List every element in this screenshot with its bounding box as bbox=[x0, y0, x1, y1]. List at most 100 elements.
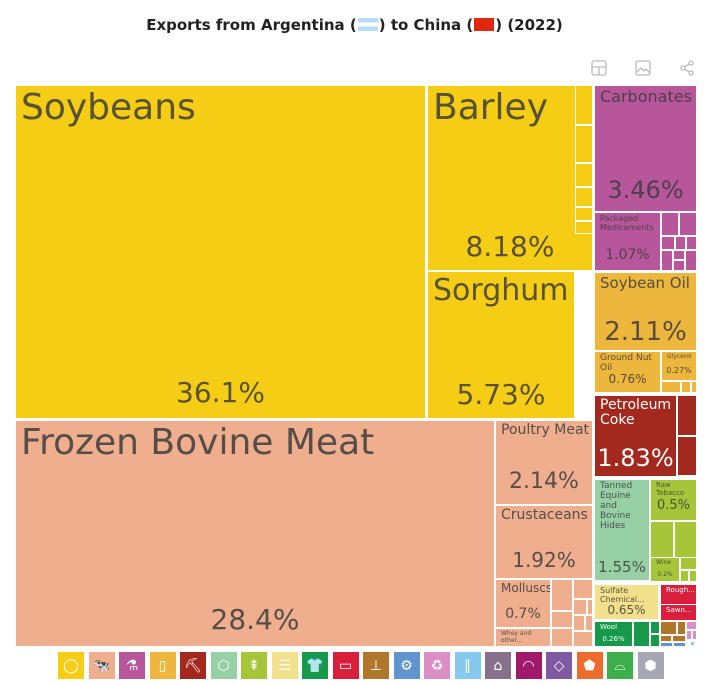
gear-icon[interactable]: ⚙ bbox=[393, 652, 420, 679]
tile-minor-product[interactable] bbox=[650, 634, 660, 647]
tile-value: 5.73% bbox=[456, 378, 546, 411]
tile-minor-product[interactable] bbox=[575, 187, 593, 207]
tile-sulfate-chemical[interactable]: Sulfate Chemical... 0.65% bbox=[594, 584, 659, 620]
tile-minor-product[interactable] bbox=[661, 250, 673, 271]
tile-soybeans[interactable]: Soybeans 36.1% bbox=[15, 85, 426, 419]
tile-poultry-meat[interactable]: Poultry Meat 2.14% bbox=[495, 420, 593, 505]
tile-minor-product[interactable] bbox=[690, 641, 695, 646]
tile-minor-product[interactable] bbox=[551, 579, 573, 611]
tile-minor-product[interactable] bbox=[661, 381, 681, 393]
tile-minor-product[interactable] bbox=[681, 381, 691, 393]
hide-icon[interactable]: ⬡ bbox=[210, 652, 237, 679]
tile-minor-product[interactable] bbox=[675, 236, 686, 250]
tile-minor-product[interactable] bbox=[691, 381, 697, 393]
tile-minor-product[interactable] bbox=[686, 630, 692, 640]
recycle-icon[interactable]: ♻ bbox=[424, 652, 450, 679]
tile-minor-product[interactable] bbox=[677, 621, 686, 635]
tile-minor-product[interactable] bbox=[686, 236, 697, 250]
tile-minor-product[interactable] bbox=[672, 635, 686, 642]
table-icon[interactable] bbox=[591, 60, 607, 76]
tile-minor-product[interactable] bbox=[689, 570, 697, 582]
plastic-icon[interactable]: ▭ bbox=[332, 652, 359, 679]
tile-minor-product[interactable] bbox=[660, 621, 677, 635]
tile-minor-product[interactable] bbox=[685, 250, 697, 271]
tile-minor-product[interactable] bbox=[661, 212, 679, 236]
fruit-icon[interactable]: ◯ bbox=[58, 652, 84, 679]
tile-minor-product[interactable] bbox=[677, 436, 697, 476]
tile-packaged-medicaments[interactable]: Packaged Medicaments 1.07% bbox=[594, 212, 661, 271]
tile-tanned-equine-and-bovine-hides[interactable]: Tanned Equine and Bovine Hides 1.55% bbox=[594, 479, 650, 581]
tile-minor-product[interactable] bbox=[674, 521, 697, 558]
pickaxe-icon[interactable]: ⛏ bbox=[180, 652, 206, 679]
shirt-icon[interactable]: 👕 bbox=[302, 652, 328, 679]
tile-minor-product[interactable] bbox=[573, 631, 593, 647]
anvil-icon[interactable]: ⊥ bbox=[363, 652, 389, 679]
tile-minor-product[interactable] bbox=[673, 260, 685, 271]
stone-icon[interactable]: ⬟ bbox=[576, 652, 603, 679]
tile-minor-product[interactable] bbox=[650, 521, 674, 558]
tile-molluscs[interactable]: Molluscs 0.7% bbox=[495, 579, 551, 628]
tile-label: Sorghum bbox=[433, 273, 569, 308]
tile-minor-product[interactable] bbox=[575, 125, 593, 163]
tile-minor-product[interactable] bbox=[575, 207, 593, 221]
easel-icon[interactable]: ⌂ bbox=[485, 652, 511, 679]
tile-wool[interactable]: Wool 0.26% bbox=[594, 621, 633, 647]
tile-raw-tobacco[interactable]: Raw Tobacco 0.5% bbox=[650, 479, 697, 521]
tile-minor-product[interactable] bbox=[660, 635, 672, 642]
tile-label: Wool bbox=[600, 623, 618, 631]
jar-icon[interactable]: ▯ bbox=[149, 652, 176, 679]
tile-rough[interactable]: Rough... bbox=[660, 584, 697, 605]
tile-minor-product[interactable] bbox=[575, 85, 593, 125]
tile-frozen-bovine-meat[interactable]: Frozen Bovine Meat 28.4% bbox=[15, 420, 495, 647]
tile-minor-product[interactable] bbox=[551, 628, 573, 647]
tile-minor-product[interactable] bbox=[686, 621, 697, 630]
paper-icon[interactable]: ☰ bbox=[271, 652, 298, 679]
tile-sorghum[interactable]: Sorghum 5.73% bbox=[427, 271, 575, 419]
image-icon[interactable] bbox=[635, 60, 651, 76]
tile-minor-product[interactable] bbox=[692, 630, 697, 640]
share-icon[interactable] bbox=[679, 60, 695, 76]
tile-minor-product[interactable] bbox=[587, 599, 593, 615]
wheat-icon[interactable]: ⇞ bbox=[241, 652, 267, 679]
tile-wine[interactable]: Wine 0.2% bbox=[650, 557, 680, 582]
tile-soybean-oil[interactable]: Soybean Oil 2.11% bbox=[594, 272, 697, 351]
tile-minor-product[interactable] bbox=[661, 236, 675, 250]
road-icon[interactable]: ∥ bbox=[454, 652, 481, 679]
tile-value: 1.83% bbox=[597, 444, 674, 472]
tile-minor-product[interactable] bbox=[650, 621, 660, 634]
tile-sawn[interactable]: Sawn... bbox=[660, 604, 697, 621]
tile-minor-product[interactable] bbox=[680, 570, 689, 582]
tile-minor-product[interactable] bbox=[673, 642, 686, 647]
tile-glycerol[interactable]: Glycerol 0.27% bbox=[661, 351, 697, 381]
tile-label: Barley bbox=[433, 87, 549, 128]
diamond-icon[interactable]: ◇ bbox=[546, 652, 572, 679]
tile-carbonates[interactable]: Carbonates 3.46% bbox=[594, 85, 697, 212]
tile-minor-product[interactable] bbox=[573, 599, 587, 615]
tile-minor-product[interactable] bbox=[673, 250, 685, 260]
tile-minor-product[interactable] bbox=[575, 163, 593, 187]
tile-label: Wine bbox=[656, 559, 671, 566]
tile-crustaceans[interactable]: Crustaceans 1.92% bbox=[495, 505, 593, 579]
tile-ground-nut-oil[interactable]: Ground Nut Oil 0.76% bbox=[594, 351, 661, 393]
tile-minor-product[interactable] bbox=[633, 621, 650, 647]
tile-minor-product[interactable] bbox=[679, 212, 697, 236]
box-icon[interactable]: ⬢ bbox=[637, 652, 664, 679]
tile-value: 2.14% bbox=[509, 469, 579, 494]
tile-minor-product[interactable] bbox=[585, 615, 593, 631]
tile-value: 8.18% bbox=[465, 230, 555, 263]
tile-minor-product[interactable] bbox=[677, 395, 697, 436]
tile-minor-product[interactable] bbox=[575, 221, 593, 234]
tile-minor-product[interactable] bbox=[680, 557, 697, 570]
tile-petroleum-coke[interactable]: Petroleum Coke 1.83% bbox=[594, 395, 677, 477]
animal-icon[interactable]: 🐄 bbox=[88, 652, 115, 679]
tile-minor-product[interactable] bbox=[551, 611, 573, 628]
shoe-icon[interactable]: ⌓ bbox=[607, 652, 633, 679]
tile-whey-and-other[interactable]: Whey and other... bbox=[495, 628, 551, 647]
gauge-icon[interactable]: ◠ bbox=[515, 652, 542, 679]
tile-minor-product[interactable] bbox=[573, 615, 585, 631]
chart-title: Exports from Argentina () to China () (2… bbox=[146, 16, 563, 34]
tile-barley[interactable]: Barley 8.18% bbox=[427, 85, 593, 271]
tile-minor-product[interactable] bbox=[573, 579, 593, 599]
flask-icon[interactable]: ⚗ bbox=[119, 652, 145, 679]
tile-minor-product[interactable] bbox=[660, 642, 673, 647]
